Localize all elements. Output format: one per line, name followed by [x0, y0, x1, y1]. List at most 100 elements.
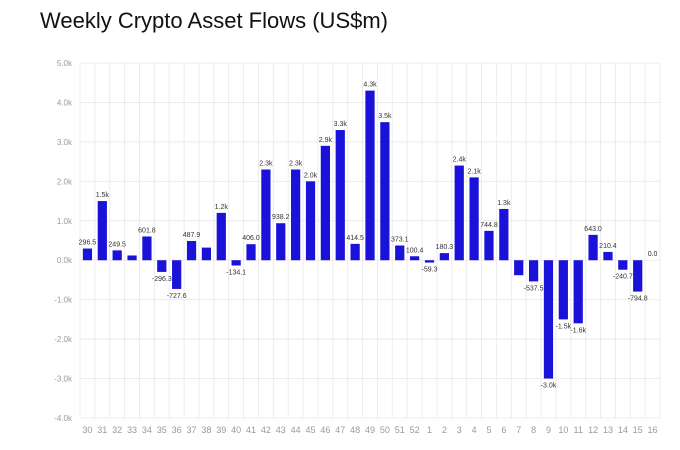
- x-tick-label: 5: [486, 425, 491, 435]
- data-label: 2.0k: [304, 172, 318, 179]
- x-tick-label: 8: [531, 425, 536, 435]
- y-tick-label: 4.0k: [57, 98, 73, 107]
- x-tick-label: 30: [82, 425, 92, 435]
- bar: [246, 244, 256, 261]
- x-tick-label: 32: [112, 425, 122, 435]
- data-label: 2.3k: [289, 161, 303, 168]
- data-label: 180.3: [436, 244, 454, 251]
- bar: [618, 260, 628, 270]
- x-tick-label: 46: [320, 425, 330, 435]
- bar: [82, 248, 93, 261]
- data-label: -794.8: [628, 296, 648, 303]
- bar: [588, 234, 598, 261]
- bar: [335, 130, 345, 261]
- bar: [112, 250, 122, 261]
- x-tick-label: 43: [276, 425, 286, 435]
- x-tick-label: 35: [157, 425, 167, 435]
- data-label: 487.9: [183, 232, 201, 239]
- y-tick-label: 3.0k: [57, 138, 73, 147]
- data-label: 0.0: [648, 251, 658, 258]
- bar: [291, 169, 301, 261]
- y-tick-label: -3.0k: [54, 375, 73, 384]
- x-tick-label: 38: [201, 425, 211, 435]
- bar: [484, 230, 494, 261]
- data-label: 3.5k: [378, 113, 392, 120]
- bar: [201, 247, 212, 261]
- data-label: 210.4: [599, 243, 617, 250]
- data-label: 1.3k: [497, 200, 511, 207]
- data-label: 601.8: [138, 227, 156, 234]
- data-label: 4.3k: [363, 82, 377, 89]
- data-label: -1.6k: [570, 327, 586, 334]
- bar: [499, 208, 509, 261]
- data-label: 1.2k: [215, 204, 229, 211]
- x-tick-label: 33: [127, 425, 137, 435]
- x-tick-label: 41: [246, 425, 256, 435]
- y-axis: 5.0k 4.0k 3.0k 2.0k 1.0k 0.0k -1.0k -2.0k -3.0k -…: [54, 59, 73, 423]
- bar: [410, 256, 420, 261]
- x-tick-label: 36: [172, 425, 182, 435]
- bar: [603, 251, 613, 261]
- bar: [424, 260, 435, 263]
- x-tick-label: 14: [618, 425, 628, 435]
- x-tick-label: 51: [395, 425, 405, 435]
- bar: [395, 245, 405, 261]
- x-tick-label: 39: [216, 425, 226, 435]
- bar: [97, 201, 107, 261]
- data-label: 2.4k: [453, 157, 467, 164]
- data-label: 2.9k: [319, 137, 333, 144]
- data-label: -59.3: [422, 267, 438, 274]
- bar: [543, 260, 554, 379]
- x-tick-label: 2: [442, 425, 447, 435]
- bar: [127, 255, 137, 261]
- data-label: 373.1: [391, 237, 409, 244]
- x-tick-label: 4: [472, 425, 477, 435]
- x-tick-label: 40: [231, 425, 241, 435]
- bar: [142, 236, 152, 261]
- bar: [454, 165, 464, 261]
- data-label: 100.4: [406, 247, 424, 254]
- x-axis: 30 31 32 33 34 35 36 37 38 39 40 41 42 43 44 45 46 47 48 49…: [82, 425, 657, 435]
- x-tick-label: 12: [588, 425, 598, 435]
- data-label: -727.6: [167, 293, 187, 300]
- data-label: 744.8: [480, 222, 498, 229]
- data-label: 3.3k: [334, 121, 348, 128]
- x-tick-label: 34: [142, 425, 152, 435]
- data-label: -3.0k: [541, 383, 557, 390]
- bars: [82, 90, 643, 379]
- bar: [320, 145, 330, 261]
- bar: [558, 260, 568, 320]
- bar: [365, 90, 375, 261]
- chart-title: Weekly Crypto Asset Flows (US$m): [40, 8, 389, 33]
- x-tick-label: 48: [350, 425, 360, 435]
- grid: [79, 62, 661, 419]
- x-tick-label: 1: [427, 425, 432, 435]
- bar: [469, 177, 479, 261]
- data-label: 643.0: [584, 226, 602, 233]
- bar: [276, 223, 286, 261]
- bar: [261, 169, 271, 261]
- bar: [186, 240, 197, 261]
- x-tick-label: 50: [380, 425, 390, 435]
- data-labels: 296.5 1.5k 249.5 601.8 -296.3 -727.6 487.9 1.2k…: [79, 82, 658, 390]
- data-label: 414.5: [346, 235, 364, 242]
- bar: [305, 181, 316, 261]
- data-label: -134.1: [226, 270, 246, 277]
- bar: [528, 260, 539, 282]
- data-label: 1.5k: [96, 192, 110, 199]
- y-tick-label: 1.0k: [57, 217, 73, 226]
- data-label: 2.1k: [467, 168, 481, 175]
- x-tick-label: 31: [97, 425, 107, 435]
- data-label: -1.5k: [556, 323, 572, 330]
- bar: [216, 212, 226, 261]
- data-label: 296.5: [79, 240, 97, 247]
- data-label: -240.7: [613, 274, 633, 281]
- x-tick-label: 44: [291, 425, 301, 435]
- x-tick-label: 13: [603, 425, 613, 435]
- y-tick-label: 0.0k: [57, 256, 73, 265]
- x-tick-label: 7: [516, 425, 521, 435]
- x-tick-label: 9: [546, 425, 551, 435]
- x-tick-label: 11: [574, 425, 583, 435]
- x-tick-label: 6: [501, 425, 506, 435]
